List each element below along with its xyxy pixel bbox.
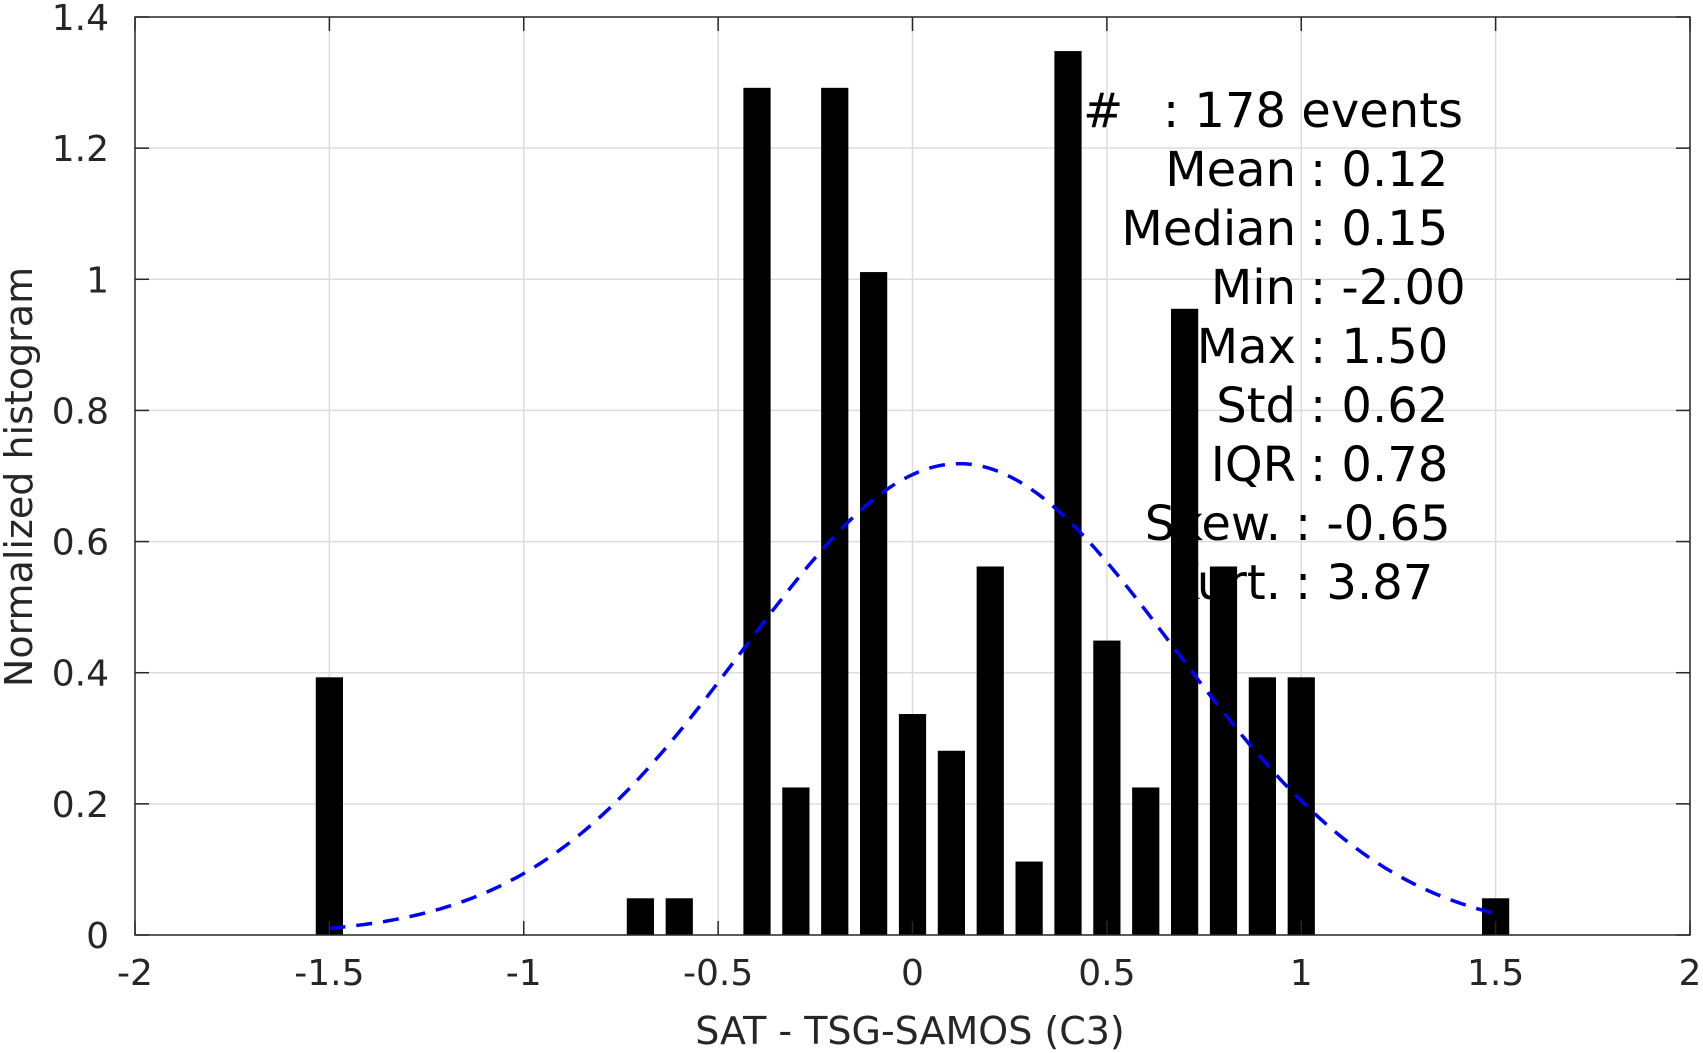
x-tick-label: 1.5 xyxy=(1467,953,1524,994)
histogram-bar xyxy=(665,898,693,935)
stat-label: Mean xyxy=(1165,142,1296,198)
grid-lines xyxy=(135,17,1690,935)
x-tick-label: -2 xyxy=(117,953,153,994)
histogram-bar xyxy=(1093,640,1121,935)
y-tick-label: 1.2 xyxy=(52,129,109,170)
histogram-bar xyxy=(898,714,927,935)
stat-label: # xyxy=(1083,83,1123,139)
histogram-bar xyxy=(821,87,849,936)
stat-value: : 0.78 xyxy=(1310,437,1448,493)
x-tick-label: -1 xyxy=(506,953,542,994)
stat-label: Std xyxy=(1216,378,1296,434)
y-tick-label: 0.4 xyxy=(52,654,109,695)
stat-value: : 0.62 xyxy=(1310,378,1448,434)
histogram-bar xyxy=(1287,677,1315,935)
histogram-bar xyxy=(860,272,888,935)
histogram-bar xyxy=(1015,861,1043,935)
x-tick-label: 0.5 xyxy=(1078,953,1135,994)
histogram-bar xyxy=(1171,308,1199,935)
stat-label: Max xyxy=(1197,319,1296,375)
stat-label: Skew. xyxy=(1145,496,1281,552)
y-tick-label: 0.6 xyxy=(52,523,109,564)
y-tick-label: 0.8 xyxy=(52,391,109,432)
y-tick-label: 1 xyxy=(86,260,109,301)
y-tick-label: 0.2 xyxy=(52,785,109,826)
histogram-bar xyxy=(976,566,1004,935)
axes-box xyxy=(134,16,1691,936)
x-tick-label: -1.5 xyxy=(294,953,364,994)
stat-value: : 3.87 xyxy=(1295,555,1433,611)
histogram-bar xyxy=(1054,51,1082,935)
stat-label: Kurt. xyxy=(1168,555,1281,611)
histogram-bar xyxy=(1209,566,1238,935)
histogram-bar xyxy=(1248,677,1276,935)
x-tick-label: -0.5 xyxy=(683,953,753,994)
stat-value: : 1.50 xyxy=(1310,319,1448,375)
stat-value: : 178 events xyxy=(1163,83,1463,139)
x-tick-label: 1 xyxy=(1290,953,1313,994)
x-axis-label: SAT - TSG-SAMOS (C3) xyxy=(695,1009,1125,1053)
stat-label: Min xyxy=(1211,260,1296,316)
x-tick-label: 0 xyxy=(901,953,924,994)
histogram-bars xyxy=(315,51,1510,936)
x-tick-label: 2 xyxy=(1679,953,1702,994)
normal-fit-curve xyxy=(329,461,1497,931)
stat-value: : 0.15 xyxy=(1310,201,1448,257)
histogram-bar xyxy=(1132,787,1160,935)
fit-curve-line xyxy=(329,461,1497,931)
histogram-bar xyxy=(782,787,810,935)
y-tick-label: 1.4 xyxy=(52,0,109,39)
stat-label: IQR xyxy=(1211,437,1296,493)
histogram-bar xyxy=(937,750,965,935)
stat-value: : -0.65 xyxy=(1295,496,1451,552)
stat-value: : -2.00 xyxy=(1310,260,1466,316)
stat-label: Median xyxy=(1121,201,1296,257)
y-tick-labels: 0 0.2 0.4 0.6 0.8 1 1.2 1.4 xyxy=(52,0,109,957)
y-axis-label: Normalized histogram xyxy=(0,267,41,687)
histogram-bar xyxy=(626,898,654,935)
y-tick-label: 0 xyxy=(86,916,109,957)
histogram-bar xyxy=(743,87,771,936)
histogram-bar xyxy=(315,677,343,935)
plot-axes xyxy=(134,16,1691,936)
stat-value: : 0.12 xyxy=(1310,142,1448,198)
x-tick-labels: -2 -1.5 -1 -0.5 0 0.5 1 1.5 2 xyxy=(117,953,1701,994)
